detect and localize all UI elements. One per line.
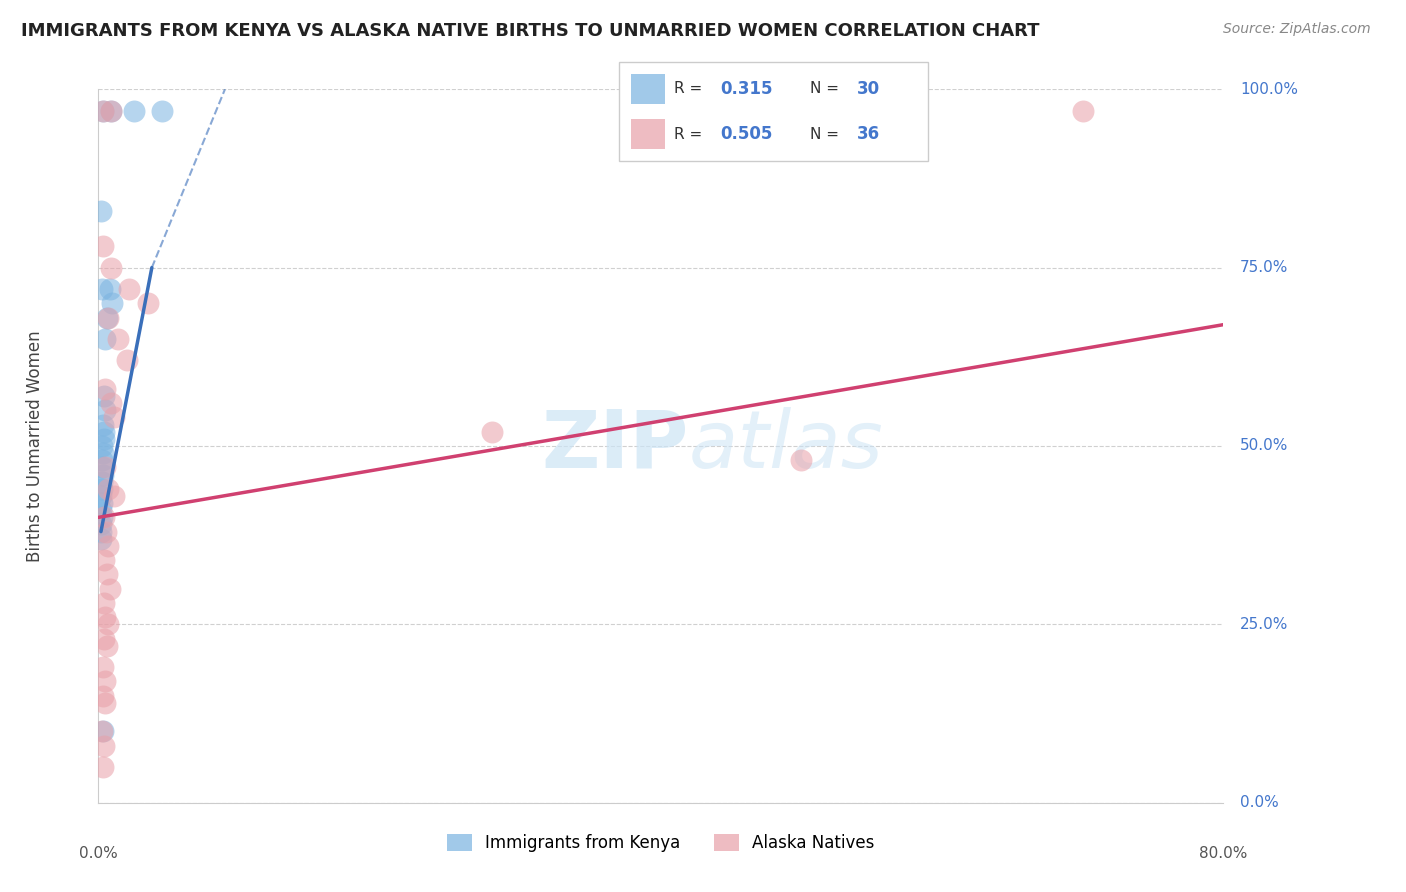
Point: [96, 639, 118, 653]
Text: atlas: atlas: [689, 407, 884, 485]
Point: [90, 489, 112, 503]
Point: [93, 389, 115, 403]
Point: [150, 103, 173, 118]
Point: [96, 567, 118, 582]
Point: [107, 332, 129, 346]
Text: 25.0%: 25.0%: [1240, 617, 1288, 632]
Point: [93, 425, 115, 439]
Text: R =: R =: [675, 127, 707, 142]
FancyBboxPatch shape: [619, 62, 928, 161]
Point: [94, 610, 117, 624]
Point: [90, 496, 112, 510]
Point: [91, 460, 114, 475]
Point: [96, 310, 120, 325]
Point: [93, 632, 115, 646]
Point: [91, 724, 114, 739]
Point: [91, 239, 114, 253]
Point: [790, 453, 813, 467]
Text: 30: 30: [856, 80, 880, 98]
Point: [122, 103, 145, 118]
Point: [91, 467, 114, 482]
Point: [1071, 103, 1094, 118]
Point: [103, 489, 125, 503]
Bar: [631, 120, 665, 149]
Text: 80.0%: 80.0%: [1199, 846, 1247, 861]
Point: [101, 296, 124, 310]
Text: 0.505: 0.505: [721, 125, 773, 143]
Text: 50.0%: 50.0%: [1240, 439, 1288, 453]
Point: [90, 510, 112, 524]
Text: Births to Unmarried Women: Births to Unmarried Women: [27, 330, 44, 562]
Text: IMMIGRANTS FROM KENYA VS ALASKA NATIVE BIRTHS TO UNMARRIED WOMEN CORRELATION CHA: IMMIGRANTS FROM KENYA VS ALASKA NATIVE B…: [21, 22, 1039, 40]
Point: [481, 425, 503, 439]
Point: [90, 282, 114, 296]
Point: [91, 439, 114, 453]
Point: [90, 524, 112, 539]
Text: N =: N =: [810, 81, 844, 96]
Text: 36: 36: [856, 125, 880, 143]
Point: [91, 689, 114, 703]
Text: 0.315: 0.315: [721, 80, 773, 98]
Point: [91, 660, 114, 674]
Point: [136, 296, 159, 310]
Point: [100, 103, 122, 118]
Text: Source: ZipAtlas.com: Source: ZipAtlas.com: [1223, 22, 1371, 37]
Point: [100, 260, 122, 275]
Point: [100, 396, 122, 410]
Point: [96, 310, 118, 325]
Point: [115, 353, 138, 368]
Point: [93, 417, 115, 432]
Text: ZIP: ZIP: [541, 407, 689, 485]
Point: [98, 282, 121, 296]
Point: [97, 539, 120, 553]
Point: [90, 203, 112, 218]
Point: [93, 432, 115, 446]
Point: [93, 553, 115, 567]
Point: [103, 410, 125, 425]
Text: 75.0%: 75.0%: [1240, 260, 1288, 275]
Text: 100.0%: 100.0%: [1240, 82, 1298, 96]
Point: [94, 332, 117, 346]
Bar: [631, 74, 665, 103]
Point: [90, 724, 114, 739]
Point: [91, 103, 114, 118]
Point: [97, 482, 120, 496]
Point: [93, 382, 117, 396]
Point: [90, 482, 114, 496]
Point: [90, 475, 112, 489]
Point: [94, 674, 117, 689]
Point: [90, 453, 112, 467]
Point: [90, 517, 112, 532]
Point: [90, 503, 112, 517]
Text: 0.0%: 0.0%: [1240, 796, 1279, 810]
Point: [93, 739, 115, 753]
Point: [94, 696, 117, 710]
Point: [93, 510, 115, 524]
Point: [93, 596, 115, 610]
Point: [90, 532, 112, 546]
Text: R =: R =: [675, 81, 707, 96]
Point: [100, 103, 122, 118]
Point: [118, 282, 141, 296]
Point: [91, 760, 114, 774]
Point: [96, 524, 118, 539]
Point: [93, 460, 117, 475]
Point: [91, 446, 114, 460]
Legend: Immigrants from Kenya, Alaska Natives: Immigrants from Kenya, Alaska Natives: [440, 827, 882, 859]
Point: [96, 617, 120, 632]
Point: [93, 403, 117, 417]
Text: 0.0%: 0.0%: [79, 846, 118, 861]
Point: [98, 582, 121, 596]
Text: N =: N =: [810, 127, 844, 142]
Point: [91, 103, 114, 118]
